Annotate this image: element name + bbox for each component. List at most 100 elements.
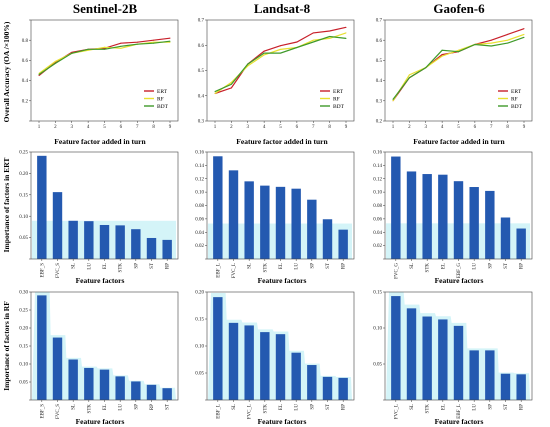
bar-el-r2c3 [438,174,448,259]
xtick-label-r2c3: SL [410,263,415,269]
xtick-label-r2c1: EBF_S [40,263,45,278]
ytick-label-r1c2: 0.3 [198,120,205,125]
point-ert-r1c2 [312,32,314,34]
point-bdt-r1c1 [54,62,56,64]
xtick-label-r1c2: 5 [279,125,282,130]
xtick-label-r3c3: EL [441,404,446,410]
xtick-label-r2c1: RP [166,263,171,269]
ytick-label-r1c3: 0.5 [376,59,383,64]
point-ert-r1c1 [104,47,105,49]
legend-label-bdt-r1c1: BDT [157,104,169,110]
point-bdt-r1c1 [169,40,171,42]
point-rf-r1c3 [507,39,509,41]
xtick-label-r2c2: SP [310,263,315,269]
ytick-label-r1c1: 0.4 [22,79,29,84]
xtick-label-r1c3: 4 [441,125,444,130]
ytick-label-r2c1: 0.20 [19,172,28,177]
series-line-ert-r1c3 [392,28,525,102]
xtick-label-r3c3: FVC_L [394,404,399,419]
bar-ebf-l-r3c2 [213,297,223,400]
axes-frame-r1c2 [206,19,355,122]
xtick-label-r1c3: 2 [408,125,411,130]
ytick-label-r1c2: 0.4 [198,94,205,99]
xtick-label-r2c1: FVC_S [56,263,61,278]
bar-st-r2c1 [146,237,157,259]
xtick-label-r1c3: 8 [506,125,509,130]
point-bdt-r1c1 [71,52,73,54]
xtick-label-r1c1: 7 [136,125,139,130]
bar-ebf-l-r2c2 [213,156,223,259]
point-bdt-r1c2 [345,37,347,39]
point-rf-r1c2 [247,65,249,67]
xtick-label-r1c2: 8 [328,125,331,130]
ytick-label-r1c2: 0.7 [198,19,205,24]
xtick-label-r2c1: SP [134,263,139,269]
point-ert-r1c1 [71,51,73,53]
axes-frame-r2c1 [30,151,179,260]
bar-stk-r2c3 [422,174,432,259]
xtick-label-r3c1: RP [150,404,155,410]
ytick-label-r2c2: 0.16 [195,151,204,156]
xtick-label-r2c2: FVC_L [232,263,237,278]
bar-ebf-s-r3c1 [37,295,47,400]
xtick-label-r1c1: 1 [38,125,41,130]
point-bdt-r1c1 [38,74,40,76]
xtick-label-r2c2: RP [342,263,347,269]
legend-label-bdt-r1c3: BDT [511,104,523,110]
ytick-label-r2c3: 0.04 [373,231,382,236]
point-rf-r1c2 [263,54,265,56]
bar-rp-r3c2 [338,377,348,400]
point-rf-r1c3 [490,42,492,44]
ytick-label-r3c1: 0.10 [19,363,28,368]
ytick-label-r3c3: 0.10 [373,327,382,332]
point-bdt-r1c1 [136,43,138,45]
point-bdt-r1c2 [312,41,314,43]
xtick-label-r3c2: ST [326,404,331,410]
point-ert-r1c3 [523,28,525,30]
point-bdt-r1c1 [104,48,105,50]
point-ert-r1c1 [136,41,138,43]
ytick-label-r2c1: 0.05 [19,236,28,241]
point-rf-r1c3 [408,74,410,76]
xtick-label-r1c3: 9 [523,125,526,130]
background-band-r3c1 [32,292,176,400]
xtick-label-r3c2: RP [342,404,347,410]
bar-sl-r2c2 [244,181,254,259]
point-rf-r1c1 [153,41,155,43]
legend-label-rf-r1c3: RF [511,97,518,103]
xtick-label-r3c3: LU [473,404,478,411]
ytick-label-r1c3: 0.2 [376,120,383,125]
xtick-label-r2c1: LU [87,263,92,270]
ytick-label-r1c3: 0.4 [376,79,383,84]
xtick-label-r2c2: STK [263,263,268,273]
bar-st-r2c3 [500,217,511,259]
xtick-label-r3c3: STK [426,404,431,414]
xtick-label-r3c2: EBF_L [216,404,221,419]
bar-lu-r2c1 [84,221,94,259]
point-bdt-r1c2 [329,36,331,38]
ytick-label-r2c2: 0.02 [195,244,204,249]
xlabel-row3-col3: Feature factors [435,417,484,426]
point-bdt-r1c1 [120,45,122,47]
xtick-label-r2c2: LU [295,263,300,270]
xtick-label-r2c1: EL [103,263,108,269]
xtick-label-r1c2: 6 [296,125,299,130]
panel-r2c1: 0.05 0.10 0.15 0.20 0.25 EBF_S FVC_S SL LU EL STK S… [19,151,179,278]
panel-r3c1: 0.05 0.10 0.15 0.20 0.25 0.30 EBF_S FVC_S SL STK E… [19,291,179,419]
series-line-bdt-r1c3 [392,36,525,100]
point-ert-r1c2 [296,41,298,43]
point-ert-r1c1 [38,75,40,77]
xtick-label-r2c3: EBF_G [457,263,462,279]
bar-lu-r2c3 [469,187,479,259]
xtick-label-r1c1: 8 [152,125,155,130]
ytick-label-r1c3: 0.6 [376,39,383,44]
ytick-label-r2c2: 0.10 [195,191,204,196]
bar-ebf-l-r3c3 [453,325,464,400]
bar-sl-r3c1 [68,359,78,400]
point-ert-r1c2 [329,30,331,32]
point-rf-r1c3 [441,55,443,57]
